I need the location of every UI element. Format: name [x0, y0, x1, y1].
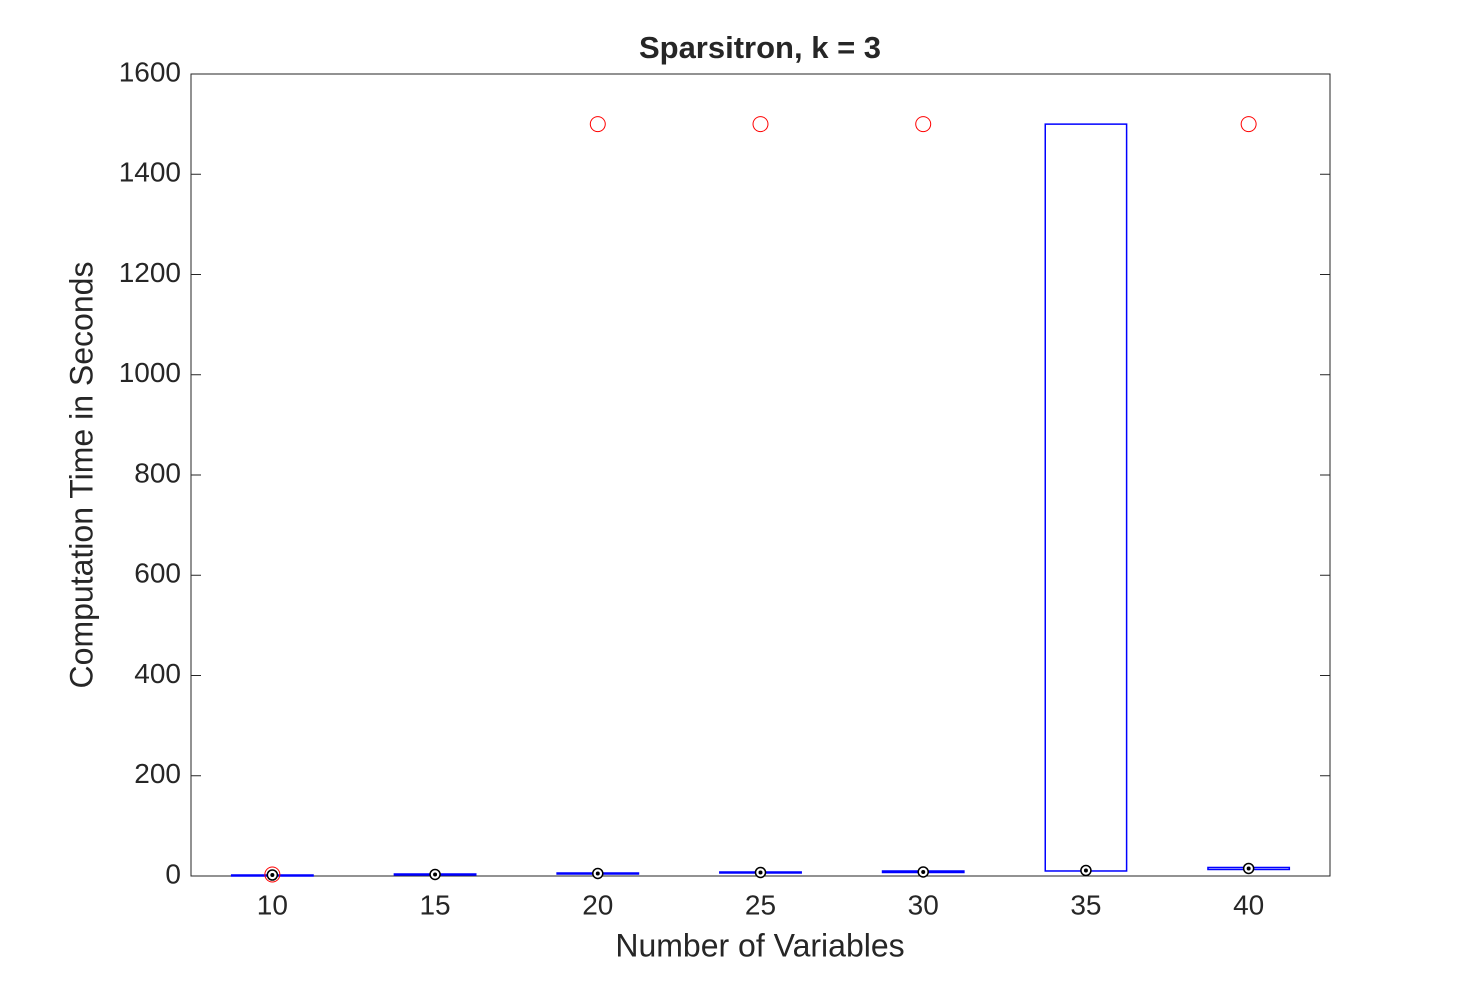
median-dot — [433, 872, 438, 877]
plot-frame — [190, 73, 1331, 877]
x-axis-label: Number of Variables — [615, 927, 904, 963]
outlier — [752, 116, 769, 133]
y-tick-label: 1600 — [119, 56, 181, 87]
x-tick-label: 10 — [257, 889, 288, 920]
median-dot — [595, 871, 600, 876]
chart-title: Sparsitron, k = 3 — [639, 30, 881, 65]
y-tick-label: 1400 — [119, 157, 181, 188]
median-dot — [1083, 868, 1088, 873]
y-tick-label: 200 — [134, 758, 181, 789]
median-dot — [921, 869, 926, 874]
x-tick-label: 40 — [1233, 889, 1264, 920]
x-tick-label: 20 — [582, 889, 613, 920]
y-tick-label: 600 — [134, 558, 181, 589]
outlier — [915, 116, 932, 133]
y-tick-label: 0 — [165, 858, 181, 889]
y-tick-label: 1200 — [119, 257, 181, 288]
outlier — [1240, 116, 1257, 133]
outlier — [589, 116, 606, 133]
outlier — [264, 866, 281, 883]
y-axis-label: Computation Time in Seconds — [63, 262, 99, 689]
box — [1044, 123, 1128, 872]
x-tick-label: 35 — [1070, 889, 1101, 920]
y-tick-label: 400 — [134, 658, 181, 689]
y-tick-label: 800 — [134, 457, 181, 488]
y-tick-label: 1000 — [119, 357, 181, 388]
x-tick-label: 25 — [745, 889, 776, 920]
median-dot — [1246, 866, 1251, 871]
median-dot — [758, 870, 763, 875]
x-tick-label: 15 — [419, 889, 450, 920]
x-tick-label: 30 — [908, 889, 939, 920]
median-dot — [270, 872, 275, 877]
